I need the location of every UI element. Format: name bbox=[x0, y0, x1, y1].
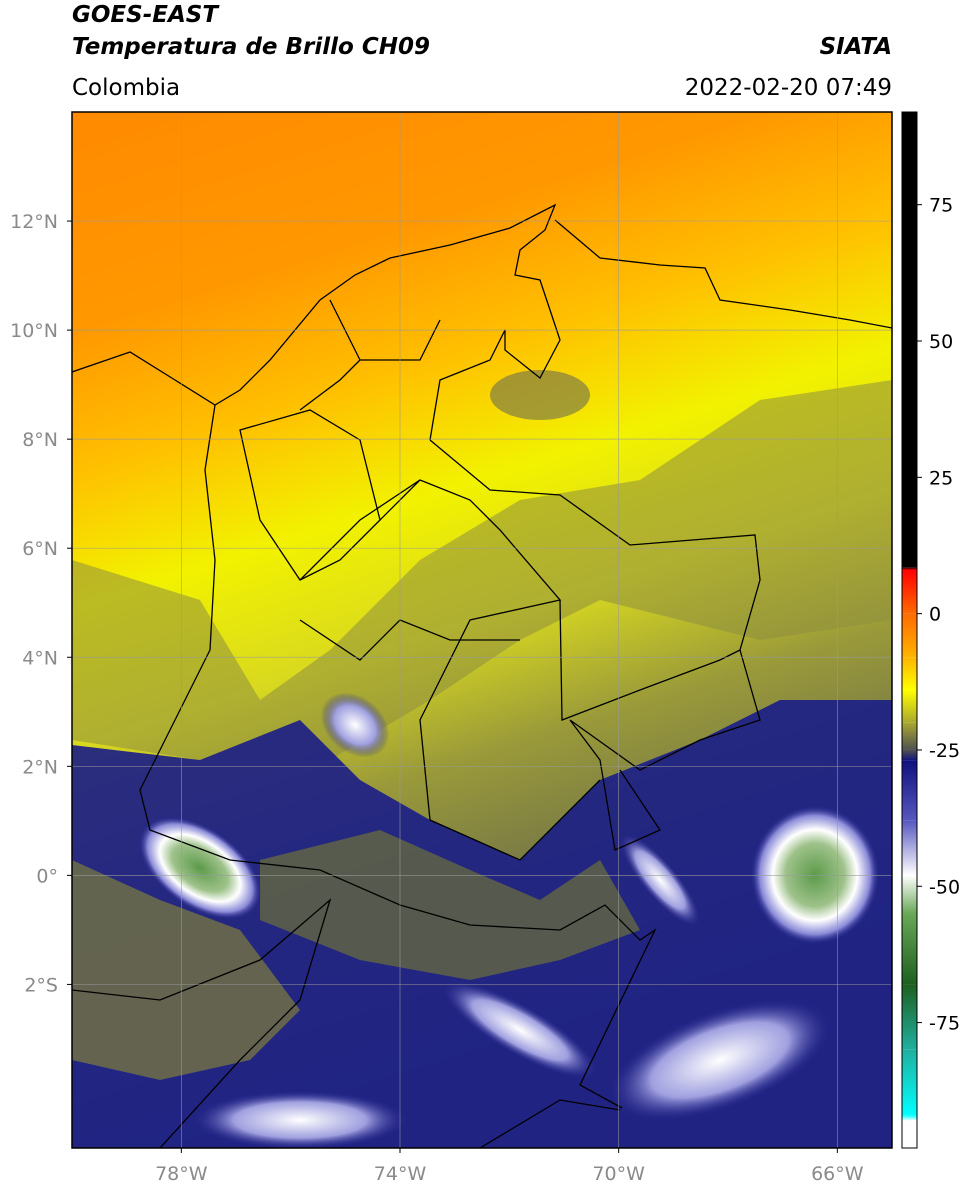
colorbar-segment bbox=[902, 984, 917, 1050]
colorbar-tick-label: -75 bbox=[929, 1013, 960, 1035]
colorbar-segment bbox=[902, 613, 917, 658]
colorbar-segment bbox=[902, 1120, 917, 1148]
border bbox=[559, 599, 741, 721]
internal-border bbox=[299, 299, 520, 661]
colorbar-segment bbox=[902, 570, 917, 614]
y-tick-label: 6°N bbox=[22, 538, 58, 560]
border bbox=[72, 898, 621, 1148]
y-tick-label: 10°N bbox=[10, 320, 58, 342]
colorbar-segment bbox=[902, 567, 917, 571]
colorbar-segment bbox=[902, 875, 917, 914]
datetime: 2022-02-20 07:49 bbox=[685, 75, 892, 101]
colorbar-tick-label: -50 bbox=[929, 876, 960, 898]
storm-core bbox=[320, 692, 390, 758]
colorbar-segment bbox=[902, 657, 917, 690]
x-tick-label: 74°W bbox=[374, 1163, 427, 1185]
internal-border bbox=[239, 409, 381, 581]
y-tick-label: 2°S bbox=[24, 974, 58, 996]
border bbox=[429, 439, 761, 851]
colorbar-tick-label: 0 bbox=[929, 604, 941, 626]
y-tick-label: 12°N bbox=[10, 211, 58, 233]
x-tick-label: 78°W bbox=[155, 1163, 208, 1185]
cloud-band bbox=[605, 997, 835, 1123]
colorbar-segment bbox=[902, 1115, 917, 1121]
warm-patch bbox=[260, 830, 640, 980]
storm-core bbox=[750, 805, 880, 945]
grid bbox=[72, 112, 892, 1148]
colorbar-segment bbox=[902, 760, 917, 821]
colorbar bbox=[902, 112, 917, 1148]
colorbar-tick-label: -25 bbox=[929, 740, 960, 762]
colorbar-segment bbox=[902, 722, 917, 750]
subtitle: Temperatura de Brillo CH09 bbox=[72, 34, 430, 60]
colorbar-tick-label: 50 bbox=[929, 331, 953, 353]
x-tick-label: 70°W bbox=[592, 1163, 645, 1185]
y-tick-label: 4°N bbox=[22, 647, 58, 669]
cloud-band bbox=[441, 980, 599, 1080]
colorbar-segment bbox=[902, 913, 917, 985]
y-tick-label: 0° bbox=[36, 865, 58, 887]
storm-core bbox=[138, 816, 262, 920]
colorbar-tick-label: 75 bbox=[929, 195, 953, 217]
cloud-field bbox=[72, 380, 892, 760]
coastline bbox=[72, 203, 561, 441]
satellite-image bbox=[72, 112, 892, 1148]
colorbar-segment bbox=[902, 820, 917, 876]
border bbox=[139, 404, 657, 1109]
region: Colombia bbox=[72, 75, 180, 101]
y-tick-label: 8°N bbox=[22, 429, 58, 451]
cloud-patch bbox=[490, 370, 590, 420]
warm-patch bbox=[72, 860, 300, 1080]
colorbar-segment bbox=[902, 112, 917, 568]
borders bbox=[72, 203, 892, 1148]
cloud-band bbox=[190, 1090, 410, 1148]
source: SIATA bbox=[820, 34, 892, 60]
map-frame bbox=[71, 111, 893, 1149]
colorbar-segment bbox=[902, 689, 917, 723]
colorbar-tick-label: 25 bbox=[929, 467, 953, 489]
cloud-band bbox=[619, 832, 701, 928]
x-tick-label: 66°W bbox=[811, 1163, 864, 1185]
y-tick-label: 2°N bbox=[22, 756, 58, 778]
colorbar-frame bbox=[901, 111, 918, 1149]
colorbar-segment bbox=[902, 1049, 917, 1116]
colorbar-segment bbox=[902, 749, 917, 761]
title: GOES-EAST bbox=[72, 2, 220, 28]
coastline bbox=[554, 219, 892, 329]
